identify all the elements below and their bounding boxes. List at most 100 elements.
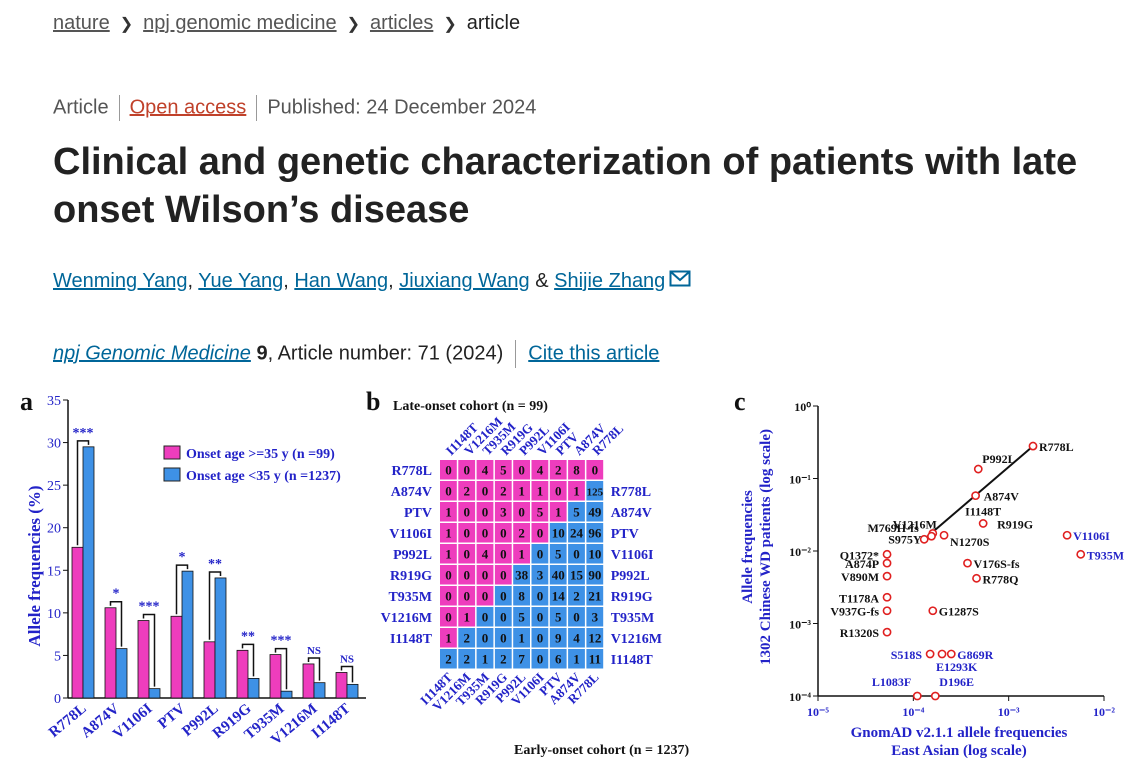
early-cell	[568, 649, 585, 669]
early-cell	[568, 544, 585, 564]
early-cell	[549, 628, 567, 648]
early-cell	[531, 586, 549, 606]
early-cell	[549, 565, 567, 585]
late-cell-value: 0	[592, 463, 599, 478]
late-cell-value: 0	[482, 589, 489, 604]
right-row-label: V1216M	[611, 632, 662, 647]
bar-early-V1106I	[148, 688, 161, 699]
point-V1106I	[1062, 530, 1072, 540]
early-cell	[586, 586, 604, 606]
author-link[interactable]: Jiuxiang Wang	[399, 270, 530, 292]
point-L1083F	[912, 691, 922, 701]
breadcrumb-nature[interactable]: nature	[53, 12, 110, 34]
figure-1[interactable]: a Allele frequencies (%) 05101520253035*…	[0, 380, 1129, 771]
early-cell-value: 0	[500, 631, 507, 646]
sig-bracket	[175, 564, 189, 615]
bar-early-A874V	[115, 648, 128, 699]
author-link[interactable]: Han Wang	[294, 270, 389, 292]
journal-link[interactable]: npj Genomic Medicine	[53, 342, 251, 365]
sig-bracket	[142, 613, 156, 687]
late-cell-value: 0	[518, 463, 525, 478]
point-label: V176S-fs	[974, 557, 1020, 571]
y-tick-label: 35	[47, 394, 61, 409]
early-cell-value: 1	[482, 652, 489, 667]
bar-early-PTV	[181, 570, 194, 699]
cite-link[interactable]: Cite this article	[528, 342, 660, 365]
sig-label: ***	[271, 634, 292, 649]
y-tick-label: 0	[54, 692, 61, 707]
early-cell	[513, 586, 530, 606]
point-label: N1270S	[950, 535, 990, 549]
point-I1148T	[978, 519, 988, 528]
early-cell-value: 21	[588, 589, 601, 604]
early-cell-value: 4	[573, 631, 580, 646]
panel-b-bottom-title: Early-onset cohort (n = 1237)	[514, 743, 690, 758]
late-cell	[494, 460, 512, 480]
bar-late-P992L	[203, 641, 216, 699]
late-cell-value: 1	[464, 610, 471, 625]
late-cell	[458, 565, 476, 585]
author-link[interactable]: Wenming Yang	[53, 270, 188, 292]
late-cell	[458, 586, 476, 606]
sig-bracket	[208, 571, 222, 640]
early-cell-value: 0	[500, 610, 507, 625]
chevron-right-icon: ❯	[119, 16, 134, 33]
sig-label: **	[241, 629, 255, 644]
mail-icon[interactable]	[669, 270, 691, 294]
late-cell-value: 0	[482, 568, 489, 583]
point-R778Q	[972, 573, 981, 583]
early-cell-value: 40	[552, 568, 565, 583]
late-cell	[513, 523, 530, 543]
late-cell-value: 0	[464, 505, 471, 520]
late-cell	[568, 460, 585, 480]
sig-label: *	[113, 587, 120, 602]
early-cell	[586, 628, 604, 648]
author-list: Wenming Yang, Yue Yang, Han Wang, Jiuxia…	[53, 270, 691, 294]
panel-c-ylabel-2: 1302 Chinese WD patients (log scale)	[758, 429, 774, 665]
late-cell	[549, 502, 567, 522]
bar-late-T935M	[269, 654, 282, 699]
early-cell-value: 96	[588, 526, 602, 541]
point-label: R778L	[1039, 440, 1074, 454]
panel-c-ylabel-1: Allele frequencies	[740, 490, 756, 604]
legend-late: Onset age >=35 y (n =99)	[186, 447, 335, 462]
right-row-label: T935M	[611, 611, 655, 626]
point-G869R	[946, 649, 956, 659]
early-cell	[531, 607, 549, 627]
early-cell-value: 1	[518, 631, 525, 646]
chevron-right-icon: ❯	[346, 16, 360, 33]
late-cell	[549, 481, 567, 501]
article-title: Clinical and genetic characterization of…	[53, 141, 1078, 231]
late-cell	[494, 565, 512, 585]
breadcrumb-articles[interactable]: articles	[369, 12, 434, 34]
open-access-link[interactable]: Open access	[129, 96, 247, 119]
late-cell	[513, 481, 530, 501]
article-type: Article	[53, 96, 109, 119]
point-label: P992L	[982, 452, 1015, 466]
bar-late-A874V	[104, 607, 117, 699]
early-cell-value: 3	[537, 568, 544, 583]
x-tick-label: 10⁻⁴	[902, 705, 924, 719]
early-cell	[568, 565, 585, 585]
late-cell	[513, 544, 530, 564]
bar-early-P992L	[214, 577, 227, 699]
author-link[interactable]: Shijie Zhang	[554, 270, 666, 292]
point-label: T935M	[1087, 548, 1124, 562]
sig-bracket	[76, 440, 90, 546]
author-link[interactable]: Yue Yang	[198, 270, 284, 292]
early-cell-value: 0	[573, 610, 580, 625]
y-tick-label: 20	[47, 522, 61, 537]
early-cell	[476, 607, 494, 627]
early-cell-value: 8	[518, 589, 525, 604]
late-cell-value: 4	[482, 547, 489, 562]
breadcrumb-journal[interactable]: npj genomic medicine	[143, 12, 337, 34]
early-cell	[586, 502, 604, 522]
early-cell-value: 49	[588, 505, 602, 520]
late-cell-value: 4	[537, 463, 544, 478]
y-tick-label: 10⁻²	[789, 545, 811, 559]
y-tick-label: 15	[47, 564, 61, 579]
point-E1293K	[937, 649, 947, 659]
late-cell-value: 2	[464, 484, 471, 499]
left-row-label: V1216M	[381, 611, 432, 626]
left-row-label: R919G	[390, 569, 432, 584]
